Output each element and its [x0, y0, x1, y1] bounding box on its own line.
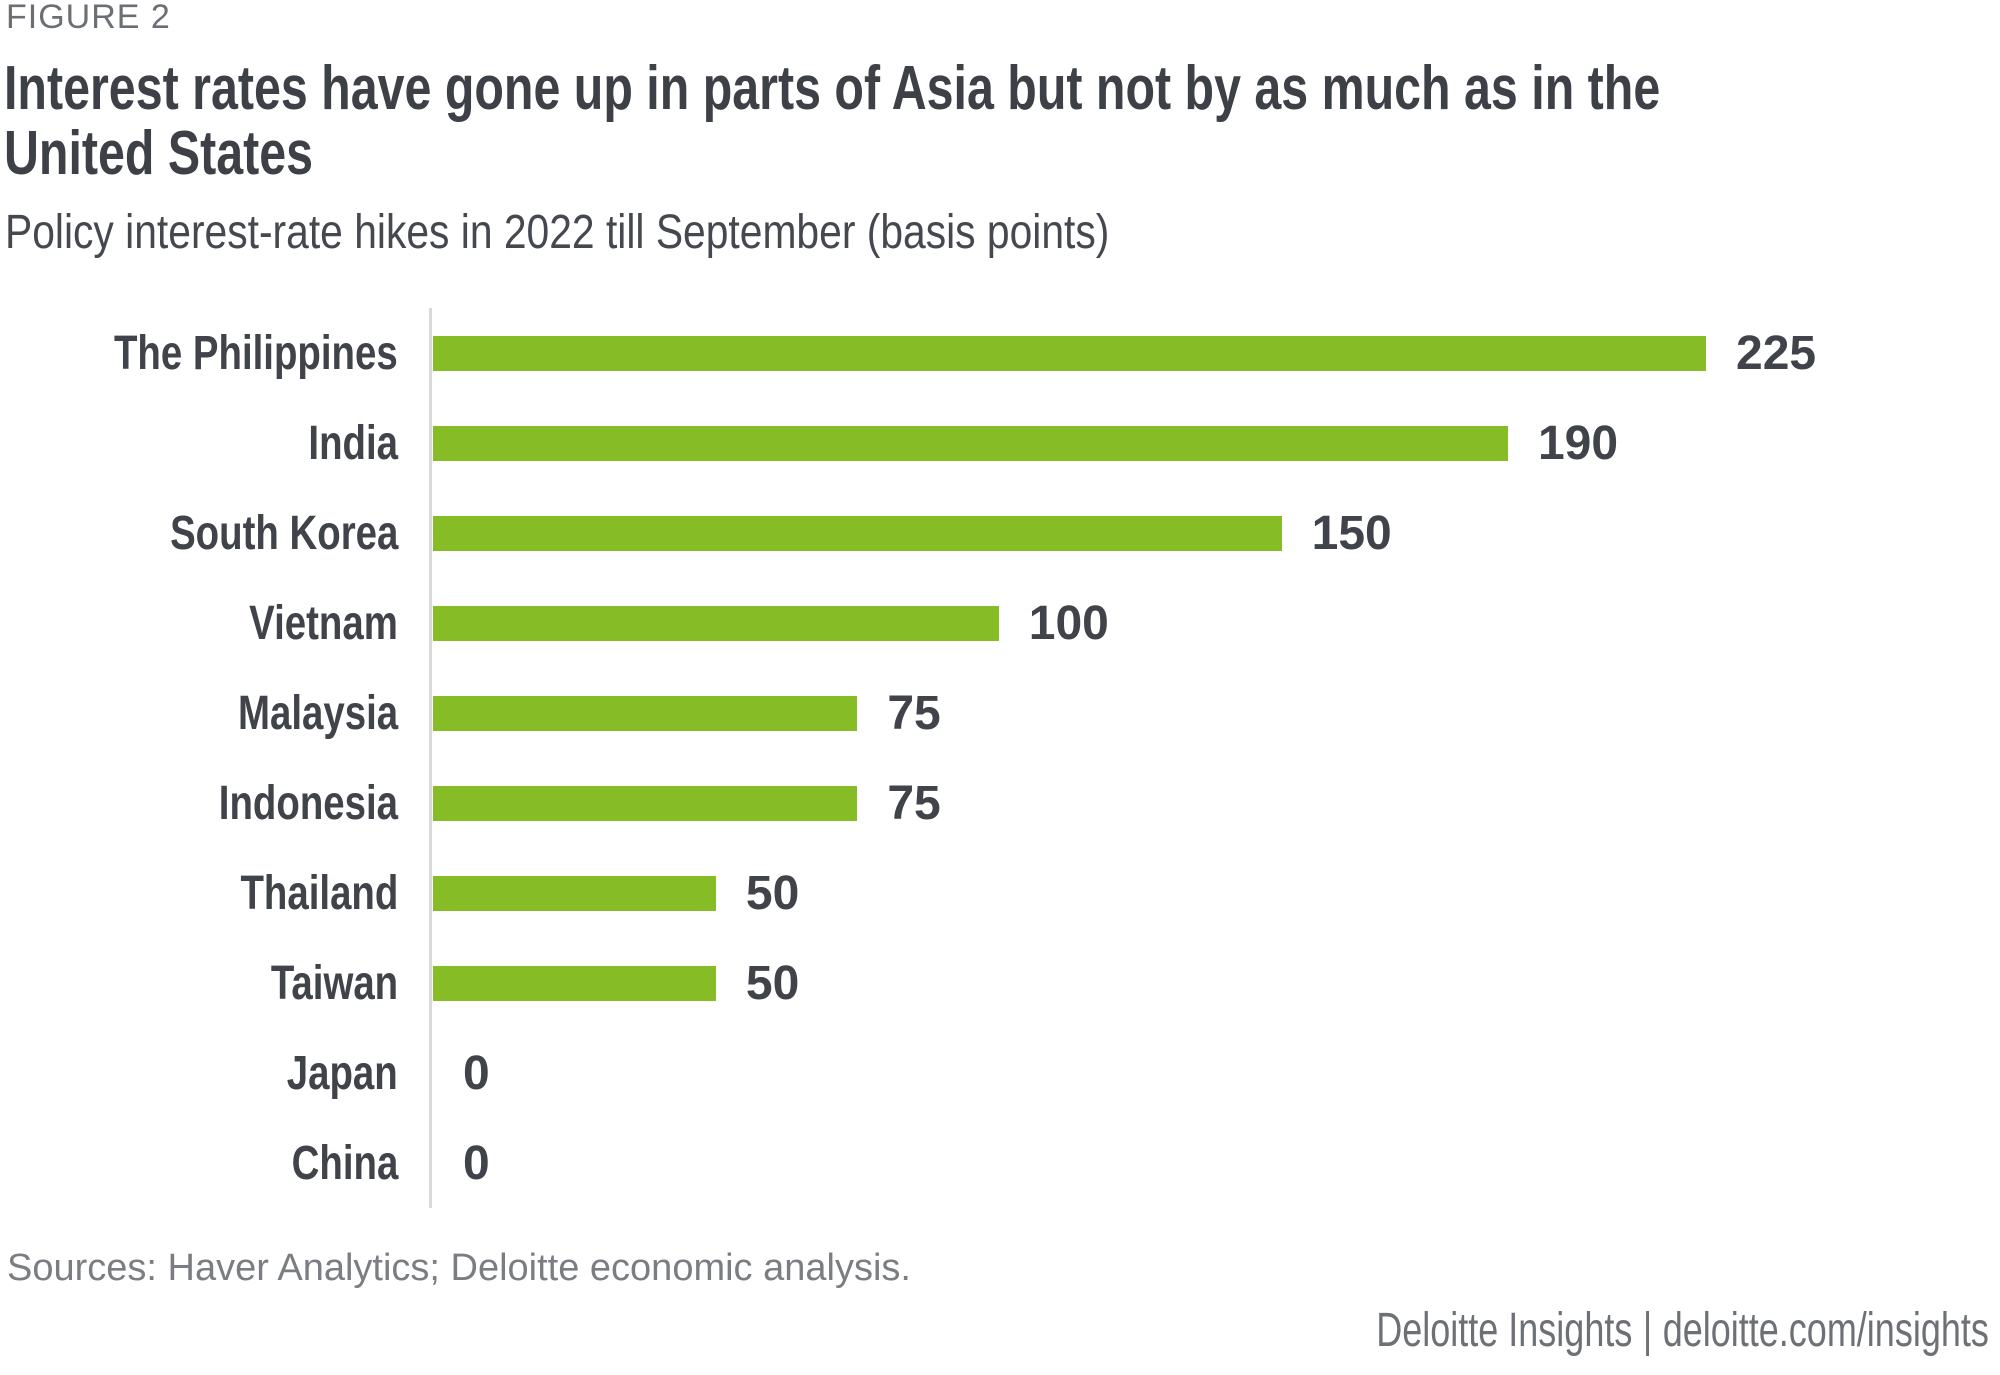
value-label: 75 — [887, 776, 941, 830]
chart-row: Malaysia 75 — [0, 668, 2000, 758]
footer-site: deloitte.com/insights — [1662, 1304, 1989, 1357]
value-label: 50 — [745, 866, 800, 920]
chart-row: China 0 — [0, 1118, 2000, 1208]
chart-rows: The Philippines 225 India 190 South Korea 150… — [0, 308, 2000, 1208]
bar — [433, 785, 858, 821]
chart-row: Taiwan 50 — [0, 938, 2000, 1028]
chart-row: The Philippines 225 — [0, 308, 2000, 398]
value-label: 150 — [1311, 506, 1392, 560]
bar — [433, 875, 716, 911]
category-label: Malaysia — [0, 686, 398, 741]
footer-separator: | — [1642, 1304, 1653, 1357]
category-label-text: Malaysia — [237, 686, 398, 740]
category-label-text: Vietnam — [249, 596, 398, 650]
value-label: 100 — [1028, 596, 1109, 650]
bar — [433, 695, 858, 731]
chart-row: Thailand 50 — [0, 848, 2000, 938]
category-label: Taiwan — [0, 956, 398, 1011]
chart-row: Vietnam 100 — [0, 578, 2000, 668]
chart-subtitle: Policy interest-rate hikes in 2022 till … — [5, 206, 1110, 259]
bar-zone: 100 — [398, 596, 2000, 651]
category-label: Vietnam — [0, 596, 398, 651]
category-label-text: Thailand — [240, 866, 398, 920]
category-label-text: Taiwan — [270, 956, 398, 1010]
bar-zone: 75 — [398, 776, 2000, 831]
chart-row: South Korea 150 — [0, 488, 2000, 578]
chart-title-line1: Interest rates have gone up in parts of … — [4, 54, 1661, 123]
value-label: 75 — [887, 686, 941, 740]
chart-title: Interest rates have gone up in parts of … — [4, 56, 1660, 186]
category-label: China — [0, 1136, 398, 1191]
bar-zone: 0 — [398, 1136, 2000, 1191]
category-label: India — [0, 416, 398, 471]
value-label: 0 — [463, 1136, 490, 1190]
footer-brand: Deloitte Insights — [1376, 1304, 1633, 1357]
bar — [433, 335, 1706, 371]
bar-zone: 150 — [398, 506, 2000, 561]
bar-chart: The Philippines 225 India 190 South Korea 150… — [0, 308, 2000, 1208]
bar — [433, 965, 716, 1001]
bar — [433, 425, 1508, 461]
value-label: 0 — [463, 1046, 490, 1100]
category-label: Indonesia — [0, 776, 398, 831]
category-label-text: Japan — [287, 1046, 398, 1100]
category-label: South Korea — [0, 506, 398, 561]
bar-zone: 50 — [398, 866, 2000, 921]
chart-row: India 190 — [0, 398, 2000, 488]
bar — [433, 605, 999, 641]
chart-row: Indonesia 75 — [0, 758, 2000, 848]
category-label-text: South Korea — [169, 506, 398, 560]
source-note: Sources: Haver Analytics; Deloitte econo… — [7, 1247, 911, 1289]
figure-label: FIGURE 2 — [6, 0, 171, 36]
value-label: 225 — [1736, 326, 1817, 380]
bar-zone: 0 — [398, 1046, 2000, 1101]
category-label-text: The Philippines — [114, 326, 398, 380]
value-label: 190 — [1537, 416, 1619, 470]
bar — [433, 515, 1282, 551]
category-label: Thailand — [0, 866, 398, 921]
category-label-text: Indonesia — [218, 776, 398, 830]
y-axis-line — [429, 308, 432, 1208]
value-label: 50 — [745, 956, 800, 1010]
chart-title-line2: United States — [4, 119, 314, 188]
bar-zone: 225 — [398, 326, 2000, 381]
chart-row: Japan 0 — [0, 1028, 2000, 1118]
bar-zone: 75 — [398, 686, 2000, 741]
category-label: Japan — [0, 1046, 398, 1101]
category-label-text: India — [308, 416, 398, 470]
category-label: The Philippines — [0, 326, 398, 381]
bar-zone: 50 — [398, 956, 2000, 1011]
bar-zone: 190 — [398, 416, 2000, 471]
category-label-text: China — [291, 1136, 398, 1190]
footer: Deloitte Insights | deloitte.com/insights — [1376, 1303, 1989, 1358]
